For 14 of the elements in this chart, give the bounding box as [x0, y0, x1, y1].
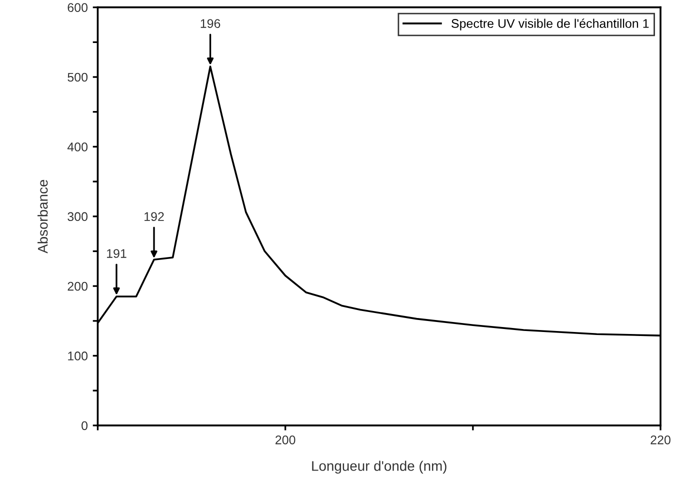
x-axis-title: Longueur d'onde (nm): [312, 460, 446, 474]
y-tick-label: 200: [68, 282, 88, 291]
annotation: 196: [200, 19, 220, 28]
y-tick-label: 100: [68, 352, 88, 360]
y-tick-label: 500: [68, 72, 88, 82]
x-tick-label: 220: [650, 435, 670, 444]
y-axis-title: Absorbance: [38, 180, 48, 254]
annotation: 191: [107, 249, 126, 258]
y-tick-label: 300: [68, 212, 88, 222]
y-tick-label: 400: [67, 142, 88, 152]
y-tick-label: 600: [68, 3, 88, 12]
legend-label: Spectre UV visible de l'échantillon 1: [452, 18, 649, 30]
y-tick-label: 0: [82, 421, 88, 430]
annotation: 192: [144, 212, 164, 222]
